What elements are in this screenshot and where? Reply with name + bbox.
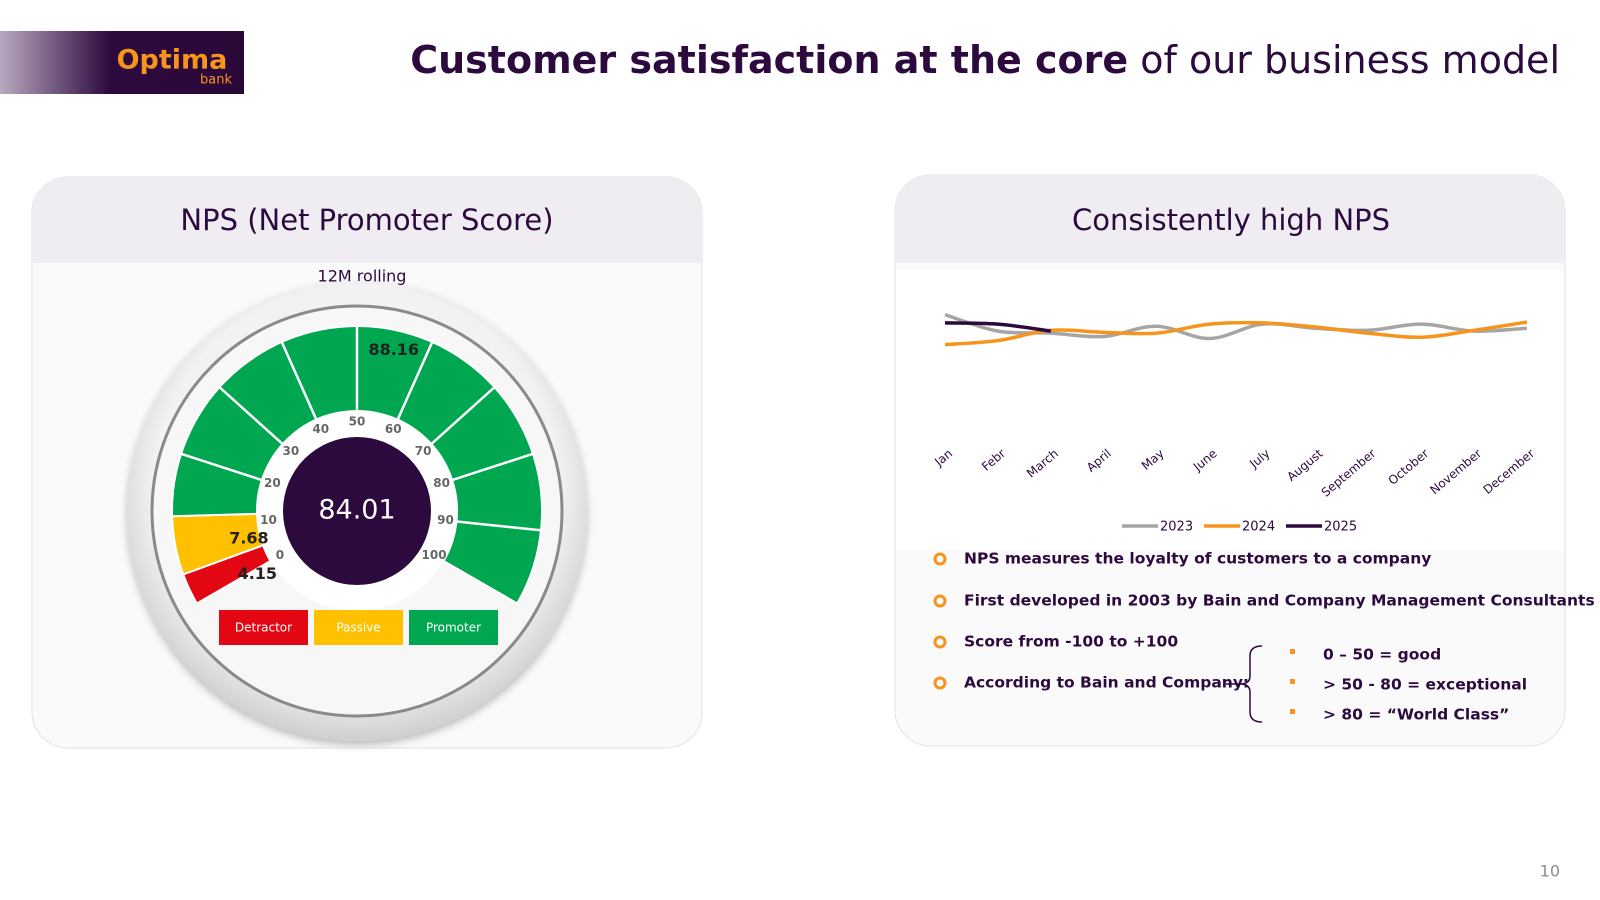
value-label: 7.68 xyxy=(229,529,268,548)
bullet: Score from -100 to +100 xyxy=(964,633,1178,651)
bullet: NPS measures the loyalty of customers to… xyxy=(964,550,1431,568)
gauge-divider xyxy=(178,452,263,482)
sub-bullet-icon xyxy=(1290,679,1295,684)
panel-header xyxy=(895,175,1565,263)
sub-bullet: > 50 - 80 = exceptional xyxy=(1323,676,1527,694)
gauge-tick-label: 70 xyxy=(415,444,432,458)
legend-box xyxy=(219,610,308,645)
gauge-divider xyxy=(279,339,318,421)
legend-label: Detractor xyxy=(235,621,292,635)
title-rest: of our business model xyxy=(1128,38,1560,82)
gauge-tick-label: 100 xyxy=(422,548,447,562)
panel-title: NPS (Net Promoter Score) xyxy=(180,203,553,237)
bullet-icon xyxy=(933,635,947,649)
gauge-divider xyxy=(456,520,544,532)
gauge-tick-label: 30 xyxy=(283,444,300,458)
gauge-divider xyxy=(430,384,497,446)
slide-title: Customer satisfaction at the core of our… xyxy=(410,38,1560,82)
logo-box xyxy=(0,31,244,94)
gauge-tick-label: 40 xyxy=(312,422,329,436)
panel-header xyxy=(32,177,702,263)
gauge-tick-label: 0 xyxy=(276,548,284,562)
bullet: According to Bain and Company: xyxy=(964,674,1249,692)
gauge-score: 84.01 xyxy=(318,495,395,526)
gauge-tick-label: 60 xyxy=(385,422,402,436)
sub-bullet: 0 – 50 = good xyxy=(1323,646,1441,664)
gauge-tick-label: 10 xyxy=(260,513,277,527)
page-number: 10 xyxy=(1540,862,1560,881)
gauge-tick-label: 50 xyxy=(349,415,366,429)
legend-label: Passive xyxy=(336,621,380,635)
legend-label: 2025 xyxy=(1324,520,1357,535)
panel-title: Consistently high NPS xyxy=(1072,203,1390,237)
chart-area xyxy=(896,270,1564,550)
series-line xyxy=(944,313,1528,341)
bullet-icon xyxy=(933,676,947,690)
legend-box xyxy=(314,610,403,645)
bullet-icon xyxy=(933,594,947,608)
bullet-icon xyxy=(933,552,947,566)
legend-label: 2023 xyxy=(1160,520,1193,535)
sub-bullet: > 80 = “World Class” xyxy=(1323,706,1509,724)
logo: Optima xyxy=(117,45,228,76)
legend-box xyxy=(409,610,498,645)
logo-sub: bank xyxy=(200,73,232,88)
sub-bullet-icon xyxy=(1290,649,1295,654)
bullet: First developed in 2003 by Bain and Comp… xyxy=(964,592,1595,610)
gauge-divider xyxy=(217,384,284,446)
gauge-center xyxy=(283,437,431,585)
value-label: 88.16 xyxy=(368,340,419,359)
sub-bullet-icon xyxy=(1290,709,1295,714)
gauge-tick-label: 90 xyxy=(437,513,454,527)
gauge-subtitle: 12M rolling xyxy=(318,267,407,286)
title-bold: Customer satisfaction at the core xyxy=(410,38,1128,82)
gauge-divider xyxy=(451,452,536,482)
series-line xyxy=(944,321,1052,333)
legend-label: Promoter xyxy=(426,621,481,635)
gauge-divider xyxy=(396,339,435,421)
value-label: 4.15 xyxy=(238,564,277,583)
legend-label: 2024 xyxy=(1242,520,1275,535)
gauge-tick-label: 80 xyxy=(433,476,450,490)
gauge-tick-label: 20 xyxy=(264,476,281,490)
